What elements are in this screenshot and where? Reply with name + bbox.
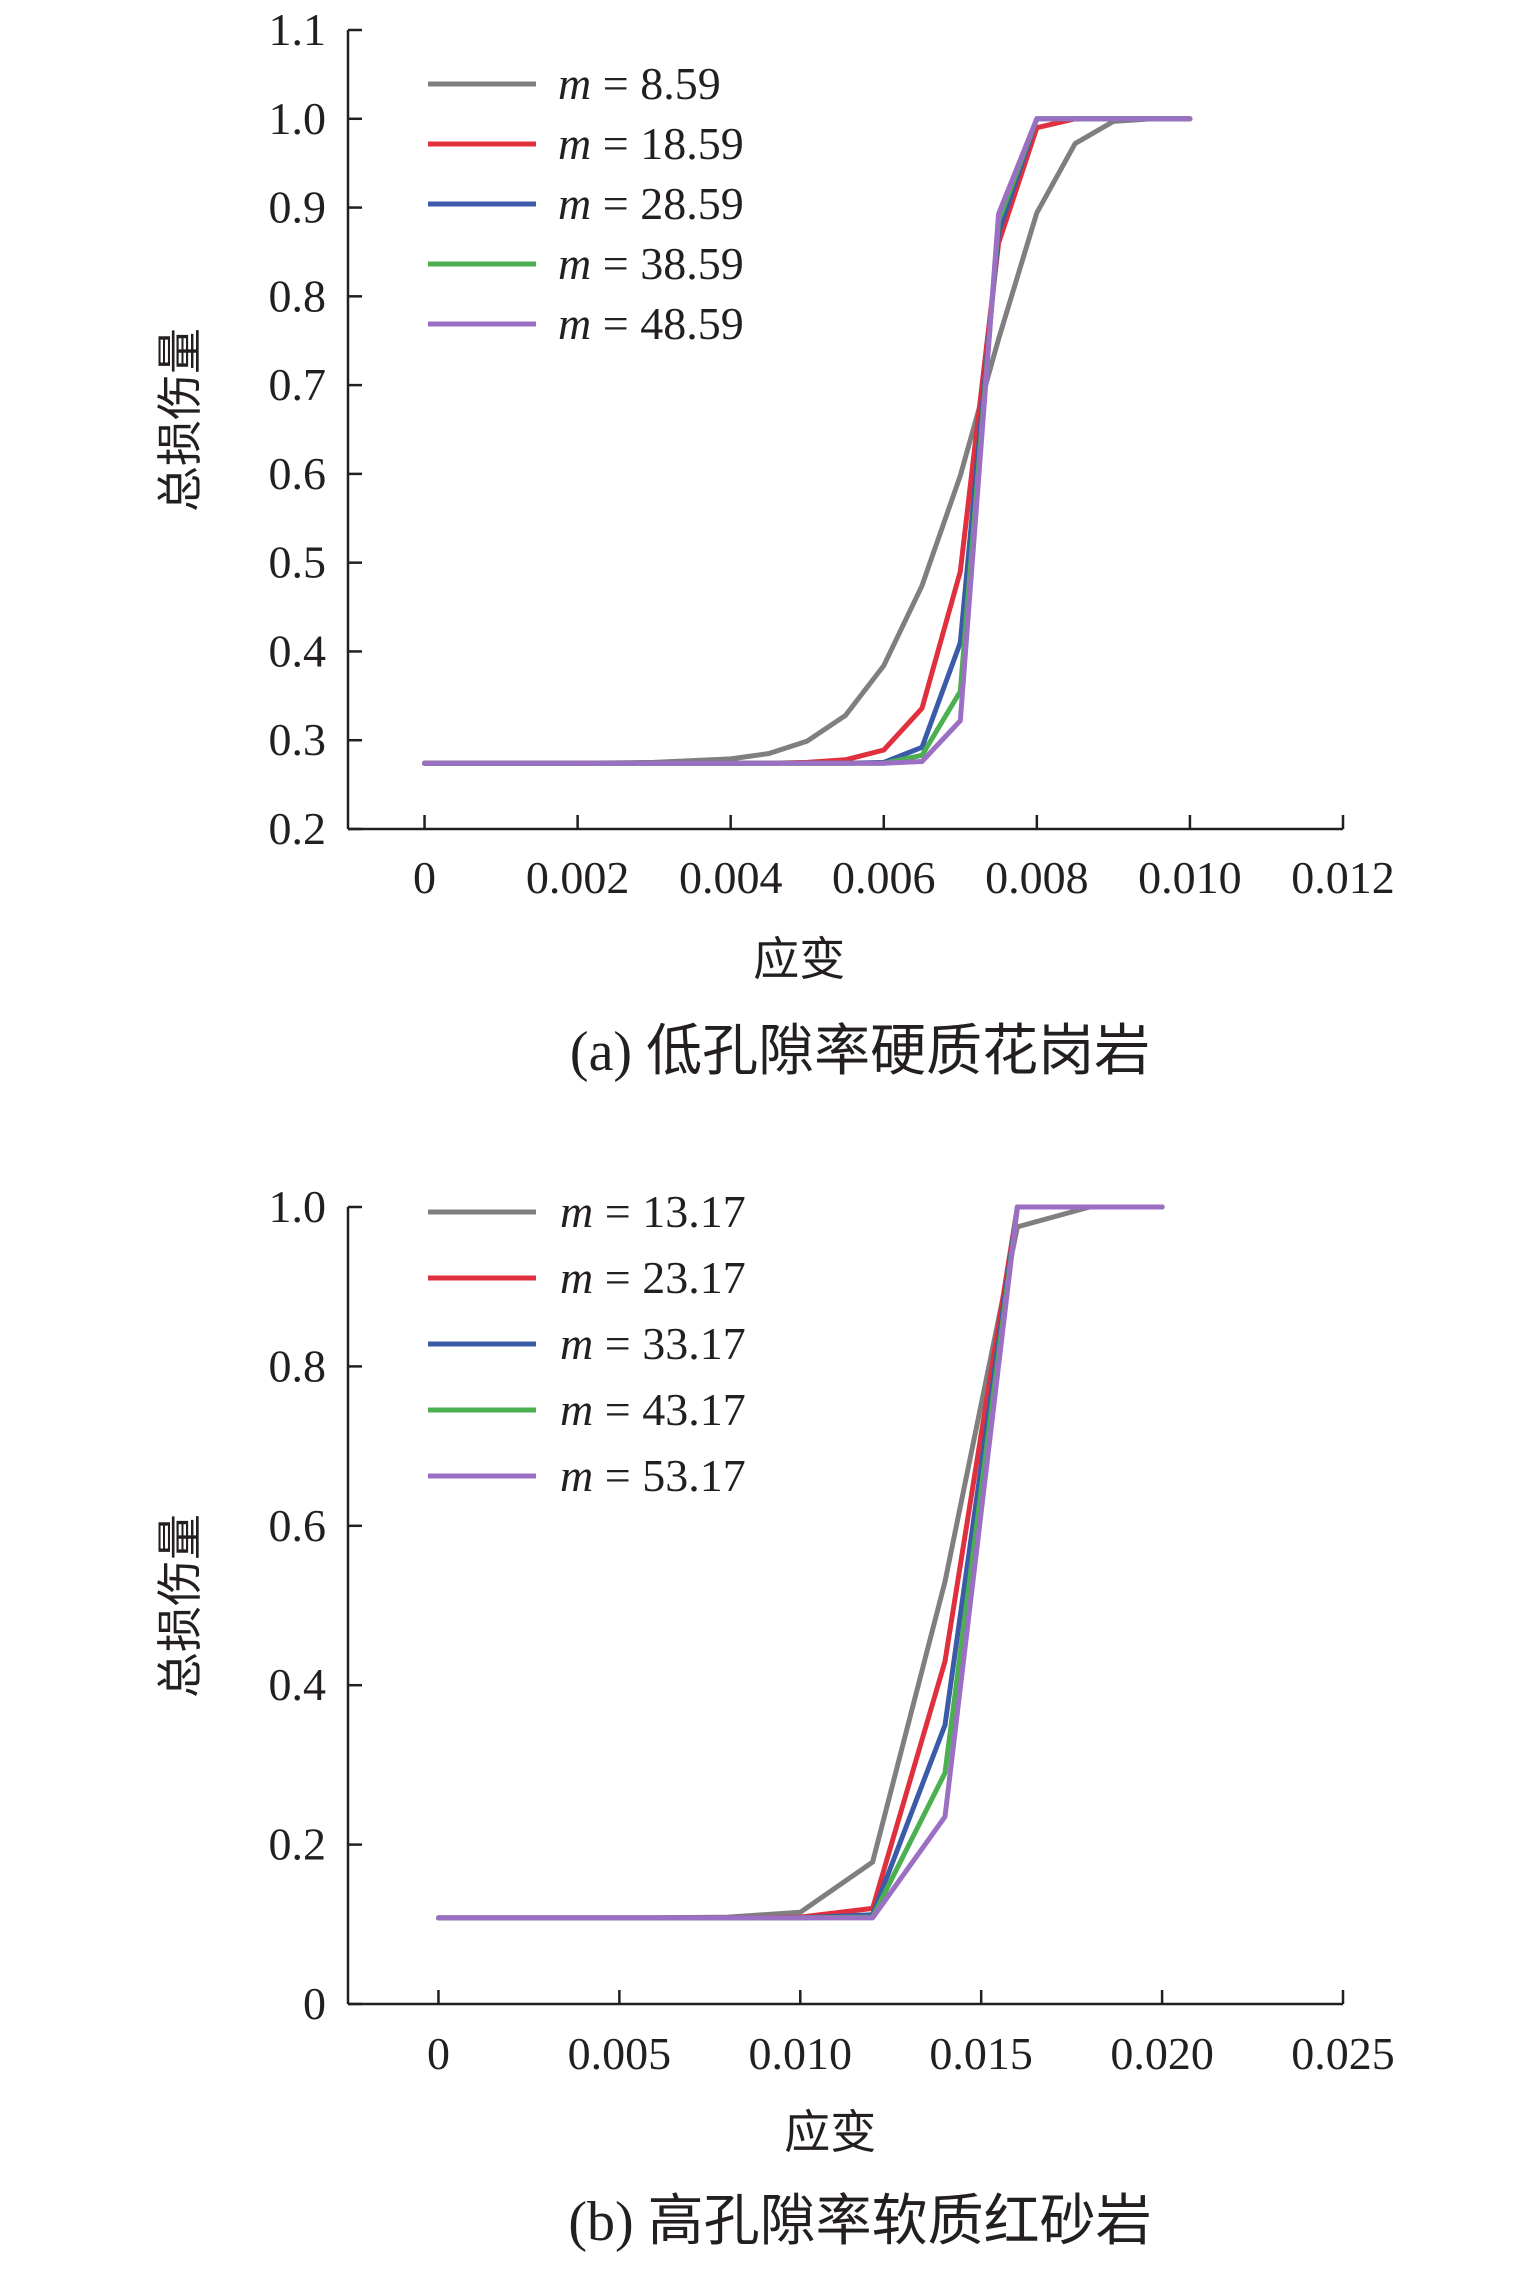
chart2-legend-value: 43.17	[642, 1384, 746, 1435]
chart1-caption: (a) 低孔隙率硬质花岗岩	[570, 1021, 1150, 1083]
chart1-legend-label-1: m = 8.59	[558, 58, 721, 109]
chart1-y-tick-label: 0.4	[269, 625, 327, 676]
chart1-y-tick-label: 0.6	[269, 448, 327, 499]
chart2-series-line-3	[436, 1204, 1165, 1921]
chart2-legend-label-2: m = 23.17	[560, 1252, 746, 1303]
chart2-legend-variable: m	[560, 1450, 593, 1501]
chart2-legend-label-5: m = 53.17	[560, 1450, 746, 1501]
chart1-x-tick-label: 0.002	[526, 852, 630, 903]
chart2-y-axis-title: 总损伤量	[155, 1514, 206, 1698]
chart1-y-tick-label: 1.1	[269, 4, 327, 55]
chart2-legend-value: 13.17	[642, 1186, 746, 1237]
chart2-y-tick-label: 1.0	[269, 1181, 327, 1232]
chart2-legend-label-4: m = 43.17	[560, 1384, 746, 1435]
chart2-x-tick-label: 0	[427, 2028, 450, 2079]
chart2-legend-variable: m	[560, 1186, 593, 1237]
chart1-legend-label-5: m = 48.59	[558, 298, 744, 349]
chart1-legend-equals: =	[591, 178, 640, 229]
chart2-x-tick-label: 0.015	[929, 2028, 1033, 2079]
chart1-x-tick-label: 0	[413, 852, 436, 903]
chart2-legend-value: 53.17	[642, 1450, 746, 1501]
chart1-x-tick-label: 0.012	[1291, 852, 1395, 903]
chart2-x-tick-label: 0.020	[1110, 2028, 1214, 2079]
chart1-legend-variable: m	[558, 298, 591, 349]
chart2-y-tick-label: 0.6	[269, 1500, 327, 1551]
chart2-legend-equals: =	[593, 1318, 642, 1369]
chart1-legend-equals: =	[591, 298, 640, 349]
chart2-x-tick-label: 0.025	[1291, 2028, 1395, 2079]
chart2-y-tick-label: 0	[303, 1978, 326, 2029]
chart1-y-tick-label: 0.8	[269, 270, 327, 321]
chart1-x-tick-label: 0.006	[832, 852, 936, 903]
chart1-legend-value: 38.59	[640, 238, 744, 289]
chart1-y-tick-label: 0.7	[269, 359, 327, 410]
chart1-y-tick-label: 0.5	[269, 537, 327, 588]
chart2-caption: (b) 高孔隙率软质红砂岩	[568, 2191, 1151, 2253]
chart2-legend-value: 23.17	[642, 1252, 746, 1303]
chart2-x-tick-label: 0.005	[568, 2028, 672, 2079]
chart1-legend-variable: m	[558, 238, 591, 289]
chart1-x-axis-title: 应变	[753, 934, 845, 985]
chart1-legend-value: 28.59	[640, 178, 744, 229]
chart2-legend-variable: m	[560, 1384, 593, 1435]
chart1-series-line-1	[422, 116, 1193, 766]
chart1-y-tick-label: 0.3	[269, 714, 327, 765]
chart2-x-tick-label: 0.010	[749, 2028, 853, 2079]
chart2-series-line-4	[436, 1204, 1165, 1921]
chart2-series-line-5	[436, 1204, 1165, 1921]
chart2-y-tick-label: 0.8	[269, 1340, 327, 1391]
chart2-legend-equals: =	[593, 1252, 642, 1303]
chart2-series-line-1	[436, 1204, 1165, 1921]
chart1-legend-value: 18.59	[640, 118, 744, 169]
chart2-y-tick-label: 0.4	[269, 1659, 327, 1710]
chart2-legend-equals: =	[593, 1450, 642, 1501]
chart2-x-axis-title: 应变	[784, 2107, 876, 2158]
chart1-series-line-4	[422, 116, 1193, 766]
chart1-y-tick-label: 1.0	[269, 93, 327, 144]
chart1-legend-equals: =	[591, 118, 640, 169]
chart1-x-tick-label: 0.008	[985, 852, 1089, 903]
chart2-y-tick-label: 0.2	[269, 1819, 327, 1870]
chart1-legend-label-2: m = 18.59	[558, 118, 744, 169]
chart1-legend-variable: m	[558, 58, 591, 109]
chart1-legend-label-3: m = 28.59	[558, 178, 744, 229]
chart2-legend-equals: =	[593, 1186, 642, 1237]
chart2-series-line-2	[436, 1204, 1165, 1921]
chart1-legend-value: 48.59	[640, 298, 744, 349]
chart1-series-line-2	[422, 116, 1193, 766]
chart1-legend-value: 8.59	[640, 58, 721, 109]
chart2-legend-value: 33.17	[642, 1318, 746, 1369]
chart1-series-line-3	[422, 116, 1193, 766]
chart1-y-axis-title: 总损伤量	[155, 328, 206, 512]
chart1-y-tick-label: 0.9	[269, 182, 327, 233]
chart1-y-tick-label: 0.2	[269, 803, 327, 854]
chart2-legend-equals: =	[593, 1384, 642, 1435]
chart1-x-tick-label: 0.004	[679, 852, 783, 903]
chart1-legend-variable: m	[558, 178, 591, 229]
chart1-x-tick-label: 0.010	[1138, 852, 1242, 903]
chart2-legend-variable: m	[560, 1318, 593, 1369]
chart1-series-line-5	[422, 116, 1193, 766]
chart2-legend-variable: m	[560, 1252, 593, 1303]
chart2-legend-label-1: m = 13.17	[560, 1186, 746, 1237]
chart1-legend-label-4: m = 38.59	[558, 238, 744, 289]
chart1-legend-equals: =	[591, 58, 640, 109]
chart1-legend-variable: m	[558, 118, 591, 169]
chart1-legend-equals: =	[591, 238, 640, 289]
chart2-legend-label-3: m = 33.17	[560, 1318, 746, 1369]
